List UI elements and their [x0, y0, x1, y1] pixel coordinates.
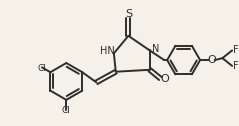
Text: O: O [207, 55, 216, 65]
Text: O: O [160, 74, 169, 84]
Text: Cl: Cl [62, 106, 71, 115]
Text: S: S [125, 9, 132, 19]
Text: N: N [152, 44, 159, 54]
Text: F: F [233, 61, 239, 71]
Text: Cl: Cl [38, 64, 46, 73]
Text: F: F [233, 45, 239, 55]
Text: HN: HN [100, 46, 114, 56]
